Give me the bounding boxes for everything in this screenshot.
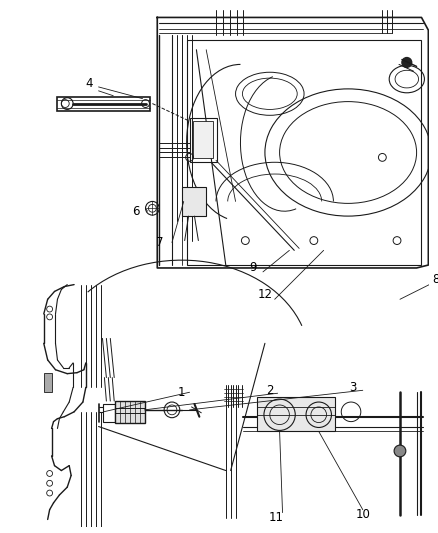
Bar bbox=[103, 404, 115, 422]
Text: 6: 6 bbox=[132, 205, 139, 217]
Bar bbox=[190, 118, 217, 162]
Bar bbox=[115, 401, 145, 423]
Text: 8: 8 bbox=[432, 273, 438, 286]
Bar bbox=[57, 96, 150, 111]
Text: 10: 10 bbox=[355, 508, 370, 521]
Circle shape bbox=[394, 445, 406, 457]
Text: 9: 9 bbox=[249, 262, 257, 274]
Bar bbox=[44, 373, 52, 392]
Circle shape bbox=[402, 58, 412, 67]
Text: 1: 1 bbox=[178, 386, 185, 399]
Text: 4: 4 bbox=[85, 77, 92, 91]
Text: 11: 11 bbox=[269, 511, 284, 524]
Text: 7: 7 bbox=[156, 236, 164, 249]
Bar bbox=[257, 397, 336, 431]
Text: 12: 12 bbox=[258, 288, 272, 301]
Text: 3: 3 bbox=[349, 381, 357, 394]
Bar bbox=[187, 40, 421, 265]
Text: 2: 2 bbox=[266, 384, 274, 397]
Bar bbox=[182, 187, 206, 216]
Bar bbox=[194, 121, 213, 158]
